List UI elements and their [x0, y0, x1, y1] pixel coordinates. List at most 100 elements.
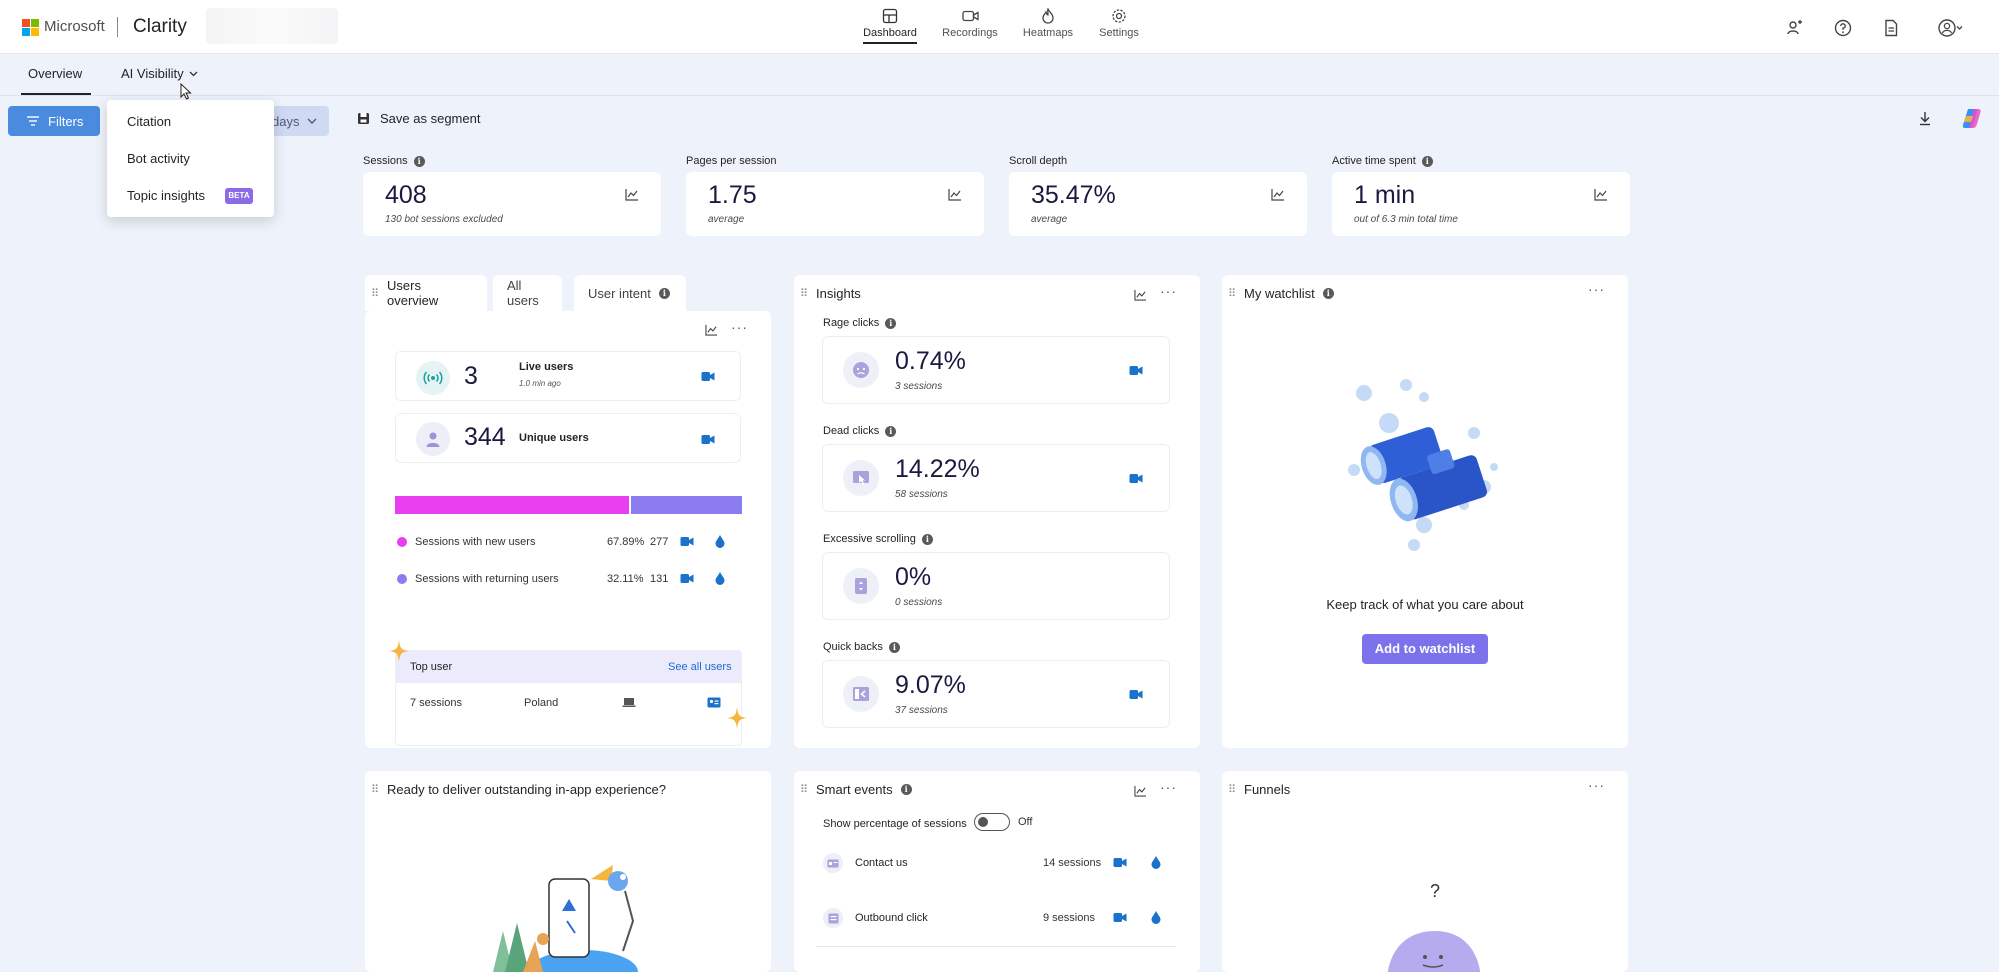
funnels-panel: ⠿ Funnels ··· ? — [1222, 771, 1628, 972]
nav-dashboard[interactable]: Dashboard — [861, 8, 919, 48]
legend-dot — [397, 574, 407, 584]
tab-users-overview[interactable]: Users overview — [365, 275, 487, 311]
metric-card-pages-per-session[interactable]: 1.75 average — [686, 172, 984, 236]
heatmap-flame-icon[interactable] — [715, 571, 725, 585]
trend-chart-icon[interactable] — [1271, 188, 1285, 201]
save-as-segment-button[interactable]: Save as segment — [357, 111, 480, 126]
document-icon[interactable] — [1881, 18, 1901, 38]
nav-settings[interactable]: Settings — [1096, 8, 1142, 48]
user-card-icon[interactable] — [707, 697, 721, 708]
smart-events-panel: ⠿ Smart events i ··· — [794, 771, 1200, 972]
more-options-icon[interactable]: ··· — [1160, 283, 1177, 299]
legend-row-returning-users[interactable]: Sessions with returning users 32.11% 131 — [397, 572, 737, 588]
camera-icon[interactable] — [701, 434, 715, 445]
metric-value: 1 min — [1354, 181, 1416, 209]
excessive-scrolling-card[interactable]: 0% 0 sessions — [822, 552, 1170, 620]
quick-back-icon — [843, 676, 879, 712]
legend-label: Sessions with returning users — [415, 573, 559, 585]
info-icon[interactable]: i — [1322, 288, 1334, 299]
camera-icon[interactable] — [1129, 473, 1143, 484]
legend-row-new-users[interactable]: Sessions with new users 67.89% 277 — [397, 535, 737, 551]
heatmap-flame-icon[interactable] — [1151, 910, 1161, 924]
metric-card-sessions[interactable]: 408 130 bot sessions excluded — [363, 172, 661, 236]
drag-handle-icon[interactable]: ⠿ — [800, 784, 808, 796]
trend-chart-icon[interactable] — [1134, 785, 1147, 797]
percentage-toggle[interactable] — [974, 813, 1010, 831]
trend-chart-icon[interactable] — [1134, 289, 1147, 301]
menu-item-bot-activity[interactable]: Bot activity — [127, 151, 190, 166]
tab-user-intent[interactable]: User intent i — [574, 275, 686, 311]
camera-icon[interactable] — [1113, 912, 1127, 923]
insight-label-text: Quick backs — [823, 641, 883, 653]
drag-handle-icon[interactable]: ⠿ — [800, 288, 808, 300]
copilot-icon[interactable] — [1960, 107, 1983, 130]
info-icon[interactable]: i — [900, 784, 912, 795]
legend-percent: 32.11% — [607, 573, 644, 585]
subnav-divider — [0, 95, 1999, 96]
project-selector[interactable] — [206, 8, 338, 44]
trend-chart-icon[interactable] — [705, 324, 718, 336]
bar-segment-new-users[interactable] — [395, 496, 629, 514]
tab-overview[interactable]: Overview — [28, 66, 83, 81]
camera-icon[interactable] — [701, 371, 715, 382]
smart-event-row-outbound-click[interactable]: Outbound click 9 sessions — [823, 908, 1163, 928]
tab-ai-visibility[interactable]: AI Visibility — [121, 66, 198, 81]
unique-users-card[interactable]: 344 Unique users — [395, 413, 741, 463]
live-users-card[interactable]: 3 Live users 1.0 min ago — [395, 351, 741, 401]
menu-item-citation[interactable]: Citation — [127, 114, 172, 129]
drag-handle-icon[interactable]: ⠿ — [1228, 784, 1236, 796]
more-options-icon[interactable]: ··· — [1588, 281, 1605, 297]
nav-recordings[interactable]: Recordings — [940, 8, 1000, 48]
info-icon[interactable]: i — [888, 641, 900, 653]
heatmap-flame-icon[interactable] — [1151, 855, 1161, 869]
drag-handle-icon[interactable]: ⠿ — [1228, 288, 1236, 300]
unique-users-label: Unique users — [519, 432, 589, 444]
trend-chart-icon[interactable] — [625, 188, 639, 201]
legend-dot — [397, 537, 407, 547]
heatmap-flame-icon[interactable] — [715, 534, 725, 548]
info-icon[interactable]: i — [885, 425, 897, 437]
camera-icon[interactable] — [1129, 689, 1143, 700]
info-icon[interactable]: i — [921, 533, 933, 545]
camera-icon[interactable] — [680, 573, 694, 584]
info-icon[interactable]: i — [413, 155, 425, 167]
download-icon[interactable] — [1918, 111, 1932, 126]
share-people-icon[interactable] — [1785, 18, 1805, 38]
nav-heatmaps-label: Heatmaps — [1022, 27, 1074, 39]
quick-backs-card[interactable]: 9.07% 37 sessions — [822, 660, 1170, 728]
nav-heatmaps[interactable]: Heatmaps — [1022, 8, 1074, 48]
info-icon[interactable]: i — [658, 287, 670, 299]
info-icon[interactable]: i — [885, 317, 897, 329]
menu-item-topic-insights[interactable]: Topic insights — [127, 188, 206, 203]
see-all-users-link[interactable]: See all users — [668, 661, 732, 673]
filters-label: Filters — [48, 113, 84, 129]
trend-chart-icon[interactable] — [1594, 188, 1608, 201]
metric-card-active-time[interactable]: 1 min out of 6.3 min total time — [1332, 172, 1630, 236]
camera-icon[interactable] — [1129, 365, 1143, 376]
camera-icon[interactable] — [1113, 857, 1127, 868]
rage-clicks-card[interactable]: 0.74% 3 sessions — [822, 336, 1170, 404]
metric-subtext: average — [708, 214, 745, 225]
trend-chart-icon[interactable] — [948, 188, 962, 201]
dead-clicks-card[interactable]: 14.22% 58 sessions — [822, 444, 1170, 512]
watchlist-title-row: My watchlist i — [1244, 286, 1334, 301]
more-options-icon[interactable]: ··· — [731, 319, 748, 335]
smart-events-title-row: Smart events i — [816, 782, 912, 797]
help-icon[interactable] — [1833, 18, 1853, 38]
metric-card-scroll-depth[interactable]: 35.47% average — [1009, 172, 1307, 236]
more-options-icon[interactable]: ··· — [1588, 777, 1605, 793]
bar-segment-returning-users[interactable] — [631, 496, 742, 514]
top-user-card[interactable]: Top user See all users 7 sessions Poland — [395, 650, 742, 746]
add-to-watchlist-button[interactable]: Add to watchlist — [1362, 634, 1488, 664]
drag-handle-icon[interactable]: ⠿ — [371, 288, 379, 300]
more-options-icon[interactable]: ··· — [1160, 779, 1177, 795]
account-icon[interactable] — [1937, 18, 1963, 38]
smart-event-row-contact-us[interactable]: Contact us 14 sessions — [823, 853, 1163, 873]
drag-handle-icon[interactable]: ⠿ — [371, 784, 379, 796]
filters-button[interactable]: Filters — [8, 106, 100, 136]
info-icon[interactable]: i — [1421, 155, 1433, 167]
tab-all-users[interactable]: All users — [493, 275, 562, 311]
camera-icon[interactable] — [680, 536, 694, 547]
active-tab-indicator — [21, 93, 91, 95]
dead-clicks-label: Dead clicks i — [823, 425, 897, 437]
